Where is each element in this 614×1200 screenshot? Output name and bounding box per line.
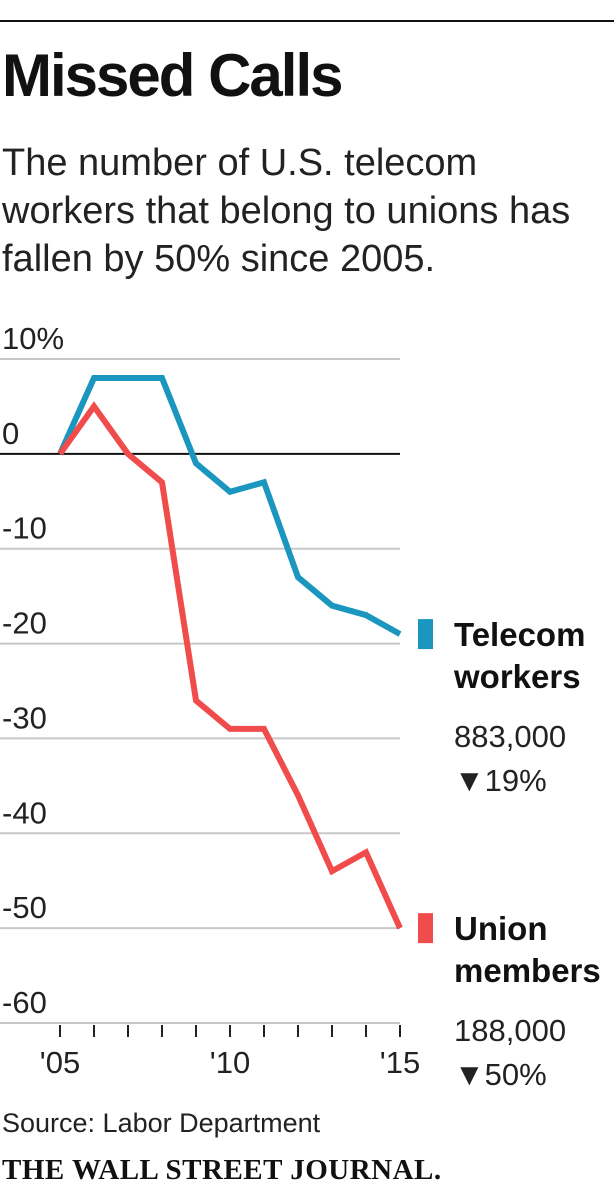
y-tick-label: -60 — [2, 985, 47, 1020]
chart-subtitle: The number of U.S. telecom workers that … — [2, 142, 571, 280]
y-tick-label: -30 — [2, 700, 47, 735]
y-tick-label: 0 — [2, 416, 19, 451]
y-tick-label: 10% — [2, 321, 64, 356]
wsj-masthead: THE WALL STREET JOURNAL. — [2, 1154, 442, 1186]
union-label-line1: Union — [454, 910, 547, 947]
union-legend-swatch — [418, 913, 433, 944]
x-tick-label: '05 — [40, 1045, 80, 1080]
x-tick-label: '10 — [210, 1045, 250, 1080]
y-tick-label: -20 — [2, 606, 47, 641]
chart-title: Missed Calls — [2, 42, 343, 109]
y-tick-label: -50 — [2, 890, 47, 925]
union-change-value: ▼50% — [454, 1057, 547, 1092]
y-tick-label: -40 — [2, 795, 47, 830]
union-members-line — [57, 401, 403, 930]
source-note: Source: Labor Department — [2, 1108, 321, 1138]
telecom-change-value: ▼19% — [454, 763, 547, 798]
telecom-label-line1: Telecom — [454, 616, 585, 653]
telecom-count-value: 883,000 — [454, 719, 566, 754]
top-rule — [0, 20, 614, 22]
telecom-legend-swatch — [418, 619, 433, 650]
x-tick-label: '15 — [380, 1045, 420, 1080]
union-count-value: 188,000 — [454, 1013, 566, 1048]
telecom-workers-line — [57, 375, 402, 637]
union-label-line2: members — [454, 952, 601, 989]
telecom-label-line2: workers — [453, 658, 581, 695]
y-tick-label: -10 — [2, 511, 47, 546]
